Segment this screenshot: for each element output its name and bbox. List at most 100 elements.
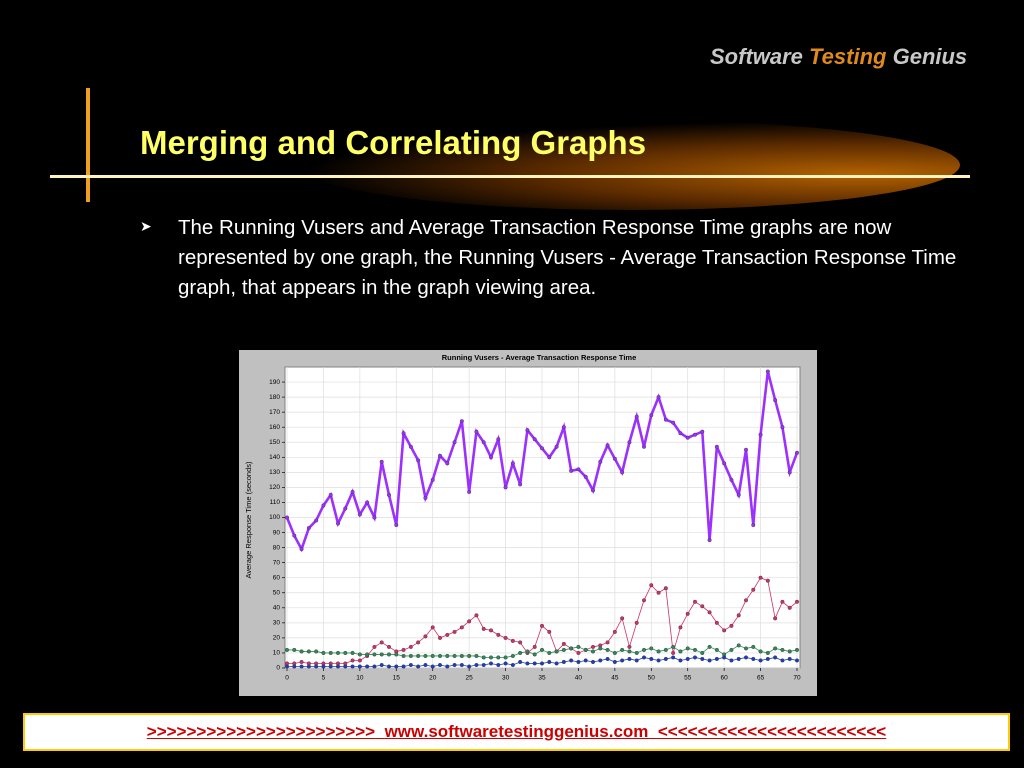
data-point [423,634,428,639]
data-point [598,646,603,651]
y-tick-label: 0 [276,665,280,672]
data-point [795,450,800,455]
data-point [416,653,421,658]
chart-title: Running Vusers - Average Transaction Res… [442,353,637,362]
data-point [765,650,770,655]
data-point [510,662,515,667]
data-point [576,644,581,649]
data-point [445,632,450,637]
data-point [663,417,668,422]
data-point [306,649,311,654]
data-point [372,644,377,649]
data-point [773,616,778,621]
x-tick-label: 5 [322,675,326,682]
data-point [386,664,391,669]
data-point [379,662,384,667]
data-point [481,440,486,445]
data-point [321,650,326,655]
data-point [292,664,297,669]
logo-text: Genius [892,44,968,69]
y-tick-label: 110 [270,499,281,506]
x-tick-label: 30 [502,675,510,682]
data-point [605,443,610,448]
data-point [343,664,348,669]
data-point [612,629,617,634]
data-point [576,659,581,664]
data-point [321,503,326,508]
data-point [481,626,486,631]
data-point [744,598,749,603]
data-point [765,369,770,374]
data-point [372,652,377,657]
data-point [525,649,530,654]
data-point [467,489,472,494]
data-point [503,655,508,660]
data-point [540,647,545,652]
data-point [591,644,596,649]
data-point [685,656,690,661]
data-point [736,492,741,497]
data-point [437,453,442,458]
data-point [474,653,479,658]
data-point [503,661,508,666]
data-point [693,655,698,660]
data-point [357,658,362,663]
footer-link[interactable]: www.softwaretestinggenius.com [384,722,649,741]
data-point [605,656,610,661]
x-tick-label: 55 [684,675,692,682]
data-point [401,653,406,658]
data-point [350,489,355,494]
data-point [627,649,632,654]
data-point [401,647,406,652]
data-point [729,623,734,628]
data-point [540,446,545,451]
data-point [408,444,413,449]
data-point [335,664,340,669]
data-point [452,629,457,634]
data-point [496,632,501,637]
data-point [576,467,581,472]
data-point [642,598,647,603]
data-point [758,575,763,580]
x-tick-label: 40 [575,675,583,682]
x-tick-label: 25 [466,675,474,682]
data-point [642,655,647,660]
y-tick-label: 150 [269,439,280,446]
data-point [547,629,552,634]
data-point [540,661,545,666]
data-point [518,482,523,487]
data-point [503,635,508,640]
data-point [634,658,639,663]
data-point [525,428,530,433]
data-point [649,646,654,651]
data-point [620,658,625,663]
data-point [561,659,566,664]
data-point [583,647,588,652]
data-point [299,659,304,664]
data-point [459,625,464,630]
data-point [416,664,421,669]
x-tick-label: 20 [429,675,437,682]
y-tick-label: 50 [273,589,281,596]
logo-text: Testing [809,44,887,69]
data-point [729,647,734,652]
logo-text: Software [710,44,803,69]
data-point [663,586,668,591]
data-point [773,398,778,403]
footer-arrows: >>>>>>>>>>>>>>>>>>>>>>> [146,722,376,741]
data-point [605,647,610,652]
data-point [394,523,399,528]
data-point [707,658,712,663]
data-point [685,646,690,651]
data-point [598,459,603,464]
data-point [591,659,596,664]
data-point [722,628,727,633]
data-point [452,440,457,445]
data-point [780,599,785,604]
data-point [627,644,632,649]
data-point [780,647,785,652]
data-point [314,518,319,523]
bullet-icon: ➤ [140,218,152,234]
y-tick-label: 170 [269,409,280,416]
